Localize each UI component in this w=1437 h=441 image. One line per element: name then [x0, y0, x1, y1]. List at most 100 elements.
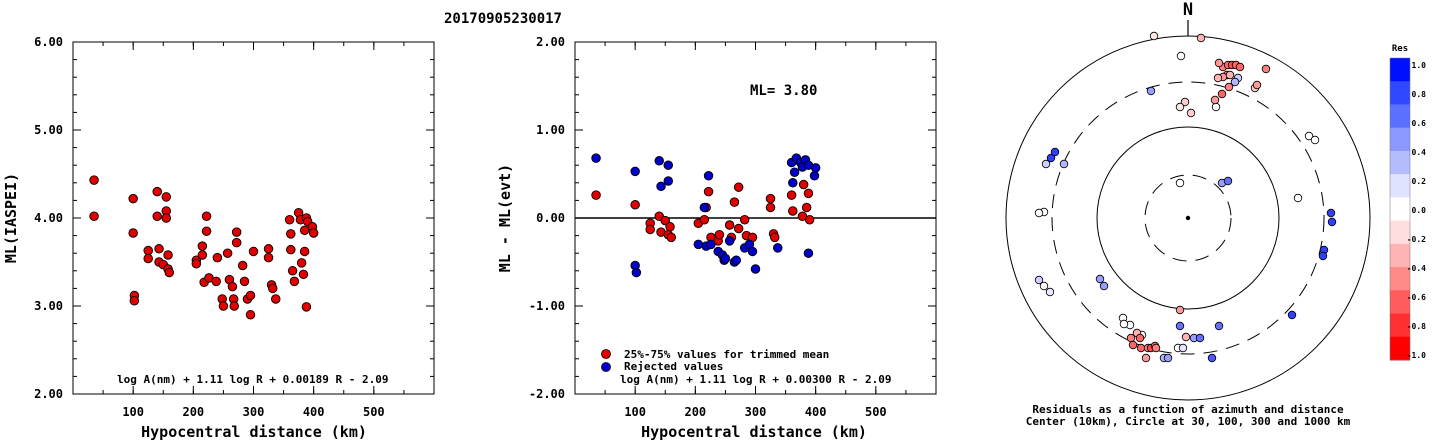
station-marker	[1175, 178, 1185, 188]
data-point	[663, 176, 674, 186]
legend-label-rejected: Rejected values	[624, 360, 723, 373]
y-tick-label: 0.00	[536, 211, 565, 225]
data-point	[666, 232, 677, 243]
station-marker	[1050, 147, 1060, 157]
data-point	[699, 215, 710, 225]
data-point	[152, 211, 162, 221]
station-marker	[1046, 153, 1056, 163]
colorbar-tick-label: -0.8	[1407, 322, 1426, 331]
data-point	[591, 190, 601, 200]
circle-100km	[1096, 126, 1280, 310]
station-marker	[1211, 102, 1221, 112]
colorbar-swatch	[1390, 313, 1410, 338]
colorbar-tick-label: 0.0	[1412, 206, 1427, 215]
x-axis-label: Hypocentral distance (km)	[641, 423, 867, 441]
data-point	[161, 192, 172, 202]
data-point	[287, 266, 298, 276]
data-point	[308, 228, 319, 238]
data-point	[211, 276, 221, 287]
data-point	[631, 267, 642, 278]
station-marker	[1175, 305, 1185, 315]
figure-title: 20170905230017	[444, 11, 562, 27]
station-marker	[1099, 281, 1109, 291]
colorbar-swatch	[1390, 104, 1410, 129]
x-tick-label: 200	[684, 405, 706, 419]
data-points	[89, 175, 319, 320]
station-marker	[1186, 108, 1196, 118]
data-point	[773, 243, 783, 253]
colorbar-tick-label: 0.2	[1412, 177, 1427, 186]
data-point	[733, 182, 744, 192]
circle-300km	[1051, 81, 1325, 355]
x-tick-label: 100	[624, 405, 646, 419]
formula-text: log A(nm) + 1.11 log R + 0.00300 R - 2.0…	[620, 373, 892, 386]
axis-ticks	[574, 41, 937, 395]
station-marker	[1149, 31, 1159, 41]
data-point	[164, 267, 175, 278]
data-point	[299, 246, 310, 257]
data-point	[197, 241, 208, 251]
data-point	[654, 156, 664, 166]
data-point	[591, 153, 601, 163]
data-point	[222, 248, 233, 258]
colorbar-tick-label: -0.6	[1407, 293, 1426, 302]
station-marker	[1287, 310, 1297, 320]
data-point	[201, 226, 212, 236]
data-point	[268, 283, 278, 294]
station-marker	[1181, 332, 1191, 342]
data-point	[263, 252, 274, 263]
legend-marker-rejected	[601, 362, 611, 372]
data-point	[789, 167, 800, 177]
north-label: N	[1183, 0, 1193, 20]
chart-ml-iaspei: 100 200 300 400 500 2.00 3.00 4.00 5.00 6.00 ML(I…	[2, 35, 435, 441]
y-tick-label: 2.00	[34, 387, 63, 401]
colorbar-swatch	[1390, 58, 1410, 82]
station-marker	[1210, 95, 1220, 105]
station-marker	[1326, 208, 1336, 218]
tick-labels: 100 200 300 400 500 2.00 3.00 4.00 5.00 6.00	[34, 35, 385, 419]
station-marker	[1119, 319, 1129, 329]
y-axis-label: ML(IASPEI)	[2, 173, 20, 263]
colorbar-tick-label: 0.6	[1412, 119, 1427, 128]
data-point	[248, 246, 259, 257]
y-tick-label: -1.00	[529, 299, 565, 313]
polar-caption-2: Center (10km), Circle at 30, 100, 300 an…	[1026, 415, 1351, 428]
data-point	[89, 175, 99, 185]
y-tick-label: 4.00	[34, 211, 63, 225]
data-point	[729, 197, 740, 207]
data-point	[703, 171, 714, 181]
legend-marker-trimmed	[601, 349, 611, 359]
colorbar-swatches	[1389, 57, 1411, 361]
station-marker	[1196, 33, 1206, 43]
data-point	[143, 253, 153, 264]
data-point	[750, 264, 761, 274]
y-axis-label: ML - ML(evt)	[496, 164, 514, 272]
data-point	[128, 228, 138, 238]
center-point	[1185, 215, 1191, 221]
station-marker	[1304, 131, 1314, 141]
station-marker	[1045, 287, 1055, 297]
station-marker	[1034, 208, 1044, 218]
colorbar-frame	[1389, 57, 1411, 361]
station-marker	[1225, 70, 1235, 80]
station-marker	[1136, 343, 1146, 353]
x-tick-label: 200	[182, 405, 204, 419]
data-point	[788, 206, 798, 216]
colorbar-tick-label: 0.8	[1412, 90, 1427, 99]
station-marker	[1180, 97, 1190, 107]
data-point	[804, 215, 815, 225]
station-marker	[1235, 62, 1245, 72]
station-marker	[1207, 353, 1217, 363]
data-point	[245, 310, 256, 320]
chart-ml-residual: 100 200 300 400 500 -2.00 -1.00 0.00 1.00 2.00 ML…	[496, 35, 937, 441]
data-point	[129, 295, 140, 306]
colorbar-swatch	[1390, 336, 1410, 361]
legend-label-trimmed: 25%-75% values for trimmed mean	[624, 348, 829, 361]
station-marker	[1175, 102, 1185, 112]
station-marker	[1195, 333, 1205, 343]
station-marker	[1095, 274, 1105, 284]
data-point	[798, 179, 809, 190]
station-marker	[1310, 135, 1320, 145]
station-marker	[1217, 89, 1227, 99]
data-point	[788, 178, 798, 188]
